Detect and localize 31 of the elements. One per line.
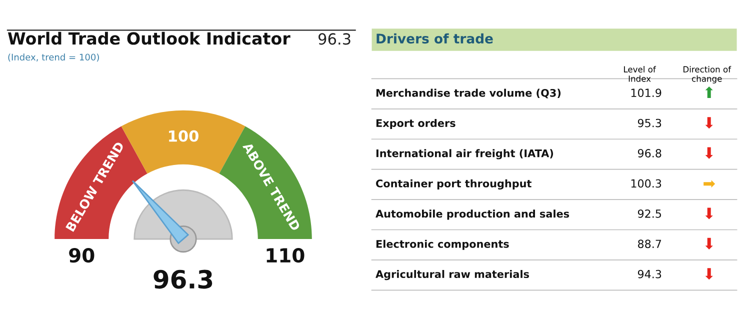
text: ➡ [704,180,716,188]
text: ⬇ [705,268,713,280]
chart-title: World Trade Outlook Indicator [8,32,290,45]
text: Automobile production and sales [376,210,570,220]
text: ⬇ [705,238,713,250]
text: ⬇ [705,117,713,129]
text: 96.3 [318,33,350,45]
text: Electronic components [376,240,509,250]
text: 110 [266,248,304,263]
chart-subtitle: (Index, trend = 100) [8,54,99,62]
text: 101.9 [631,88,662,98]
text: Level of Index [624,66,656,82]
text: Direction of change [684,66,732,84]
text: 94.3 [638,270,662,278]
text: 96.8 [638,149,662,158]
text: ⬇ [705,208,713,220]
text: ⬆ [705,86,713,98]
text: 96.3 [154,270,212,289]
text: 90 [69,248,94,263]
text: Drivers of trade [376,33,493,44]
text: 95.3 [638,118,662,128]
text: 100.3 [631,179,662,188]
text: Merchandise trade volume (Q3) [376,88,561,98]
text: 92.5 [638,209,662,218]
text: Export orders [376,118,456,130]
text: Container port throughput [376,179,532,190]
text: 88.7 [638,240,662,248]
slice-label: 100 [169,130,198,142]
text: International air freight (IATA) [376,149,554,160]
text: ⬇ [705,147,713,159]
text: Agricultural raw materials [376,270,529,280]
